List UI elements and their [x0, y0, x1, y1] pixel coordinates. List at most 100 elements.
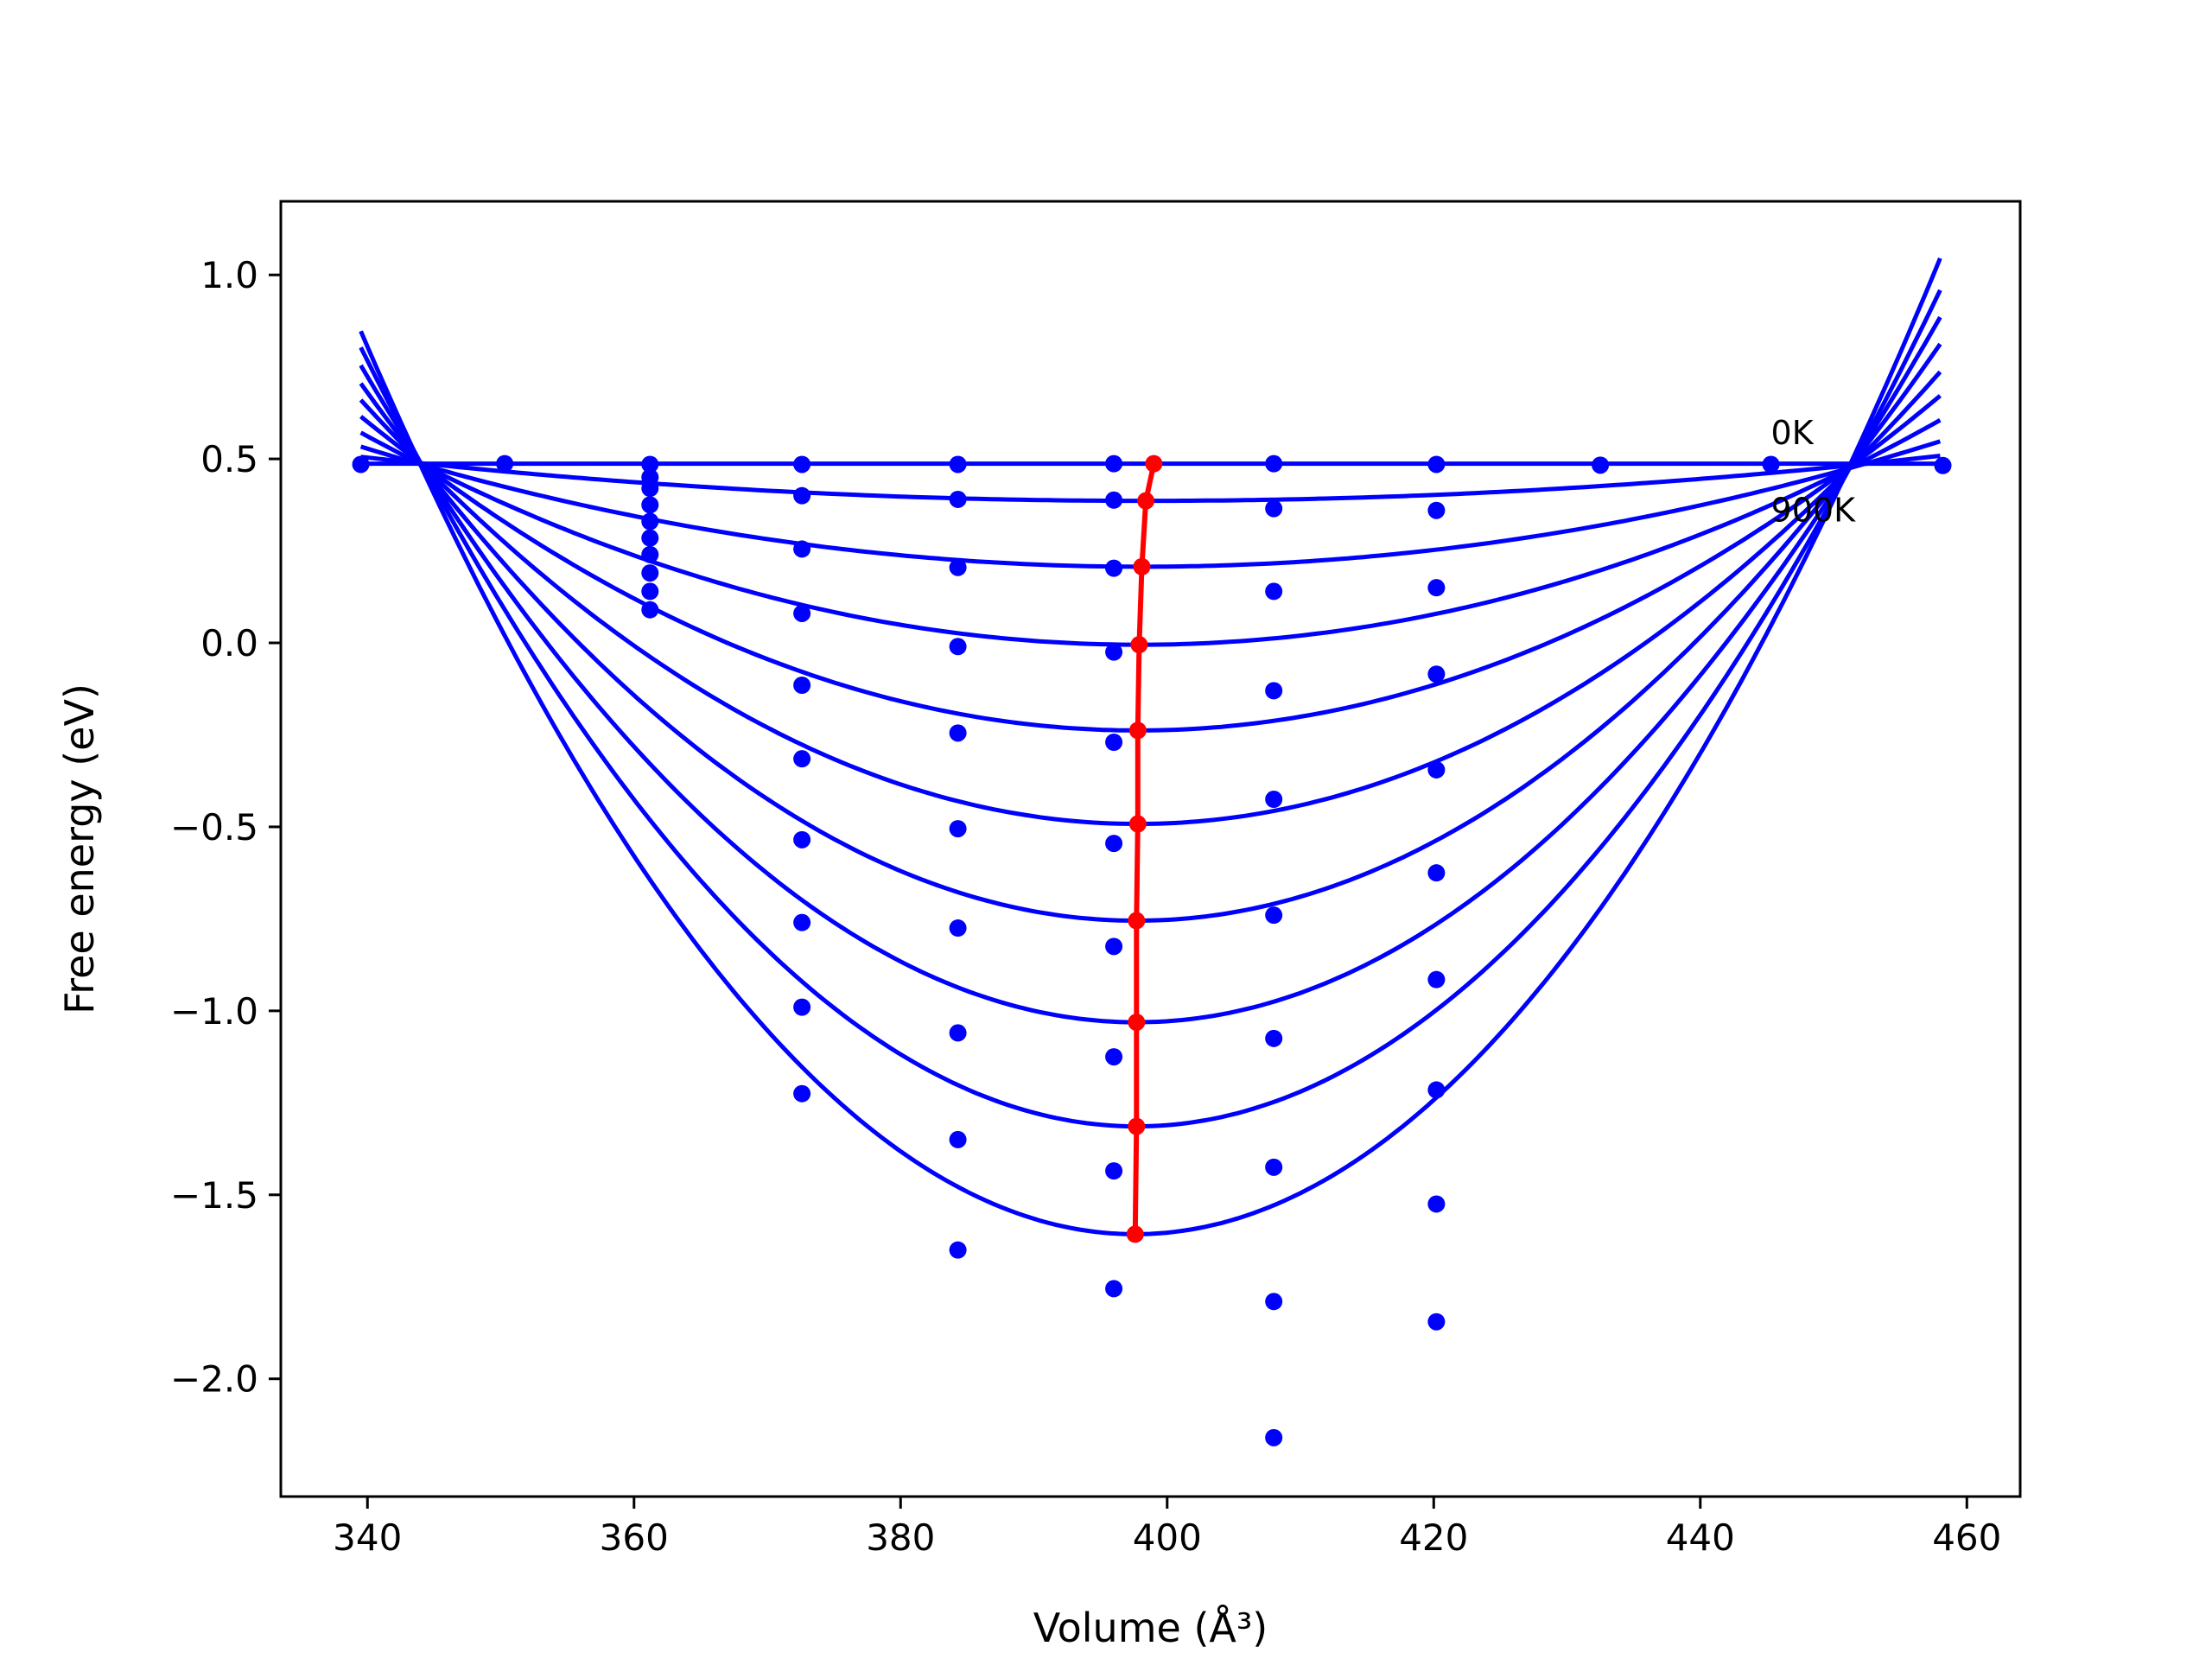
data-point [1265, 1293, 1283, 1311]
x-tick-label: 420 [1399, 1516, 1468, 1559]
x-tick-label: 440 [1666, 1516, 1735, 1559]
axis-ticks: 340 360 380 400 420 440 460 1.0 0.5 0.0 −0.5 −1.0 −1… [170, 254, 2001, 1559]
data-point [949, 1241, 967, 1259]
minimum-path-point [1130, 636, 1148, 654]
data-point [352, 455, 370, 474]
data-point [793, 830, 811, 849]
x-tick-label: 360 [600, 1516, 669, 1559]
fit-curve-400K [359, 394, 1942, 733]
y-tick-label: 1.0 [200, 254, 258, 296]
plot-area [352, 257, 1952, 1446]
minimum-path-point [1128, 1117, 1146, 1135]
data-point [1105, 559, 1123, 577]
data-point [949, 1130, 967, 1148]
minimum-path-point [1128, 1014, 1146, 1032]
data-point [793, 676, 811, 694]
data-point [793, 750, 811, 768]
minimum-path-point [1137, 492, 1155, 510]
x-tick-label: 460 [1932, 1516, 2001, 1559]
data-point [1427, 760, 1446, 779]
data-point [949, 820, 967, 838]
minimum-path-line [1132, 462, 1157, 1235]
data-point [641, 545, 659, 563]
data-point [793, 913, 811, 931]
data-point [496, 454, 514, 473]
y-tick-label: −1.0 [170, 990, 258, 1033]
axes-frame [279, 200, 2022, 1498]
data-point [1265, 906, 1283, 925]
data-point [1105, 454, 1123, 473]
data-point [793, 540, 811, 558]
data-point [949, 455, 967, 474]
minimum-path-point [1126, 1225, 1144, 1243]
fit-curve-600K [359, 342, 1942, 923]
x-tick-label: 340 [333, 1516, 402, 1559]
data-point [641, 601, 659, 619]
minimum-path-point [1133, 557, 1151, 575]
data-point [1105, 1162, 1123, 1180]
data-point [1105, 938, 1123, 956]
data-point [949, 490, 967, 508]
data-point [1427, 579, 1446, 597]
data-point [641, 564, 659, 582]
data-point [1105, 835, 1123, 853]
data-point [1427, 970, 1446, 988]
data-point [1427, 1195, 1446, 1213]
data-point [1265, 1428, 1283, 1446]
minimum-path-point [1145, 454, 1163, 473]
y-tick-label: −2.0 [170, 1358, 258, 1401]
data-point [1265, 682, 1283, 700]
data-point [641, 455, 659, 474]
fit-curve-300K [359, 418, 1942, 647]
data-point [641, 480, 659, 498]
annotations: 0K 900K [1771, 414, 1857, 529]
minimum-path-point [1128, 721, 1147, 740]
data-point [1762, 455, 1780, 474]
data-point [1427, 864, 1446, 882]
data-point [1265, 454, 1283, 473]
temperature-annotation: 0K [1771, 414, 1815, 452]
data-point [1427, 1081, 1446, 1099]
data-point [641, 582, 659, 601]
data-point [793, 455, 811, 474]
temperature-annotation: 900K [1771, 491, 1857, 529]
data-point [1265, 1029, 1283, 1047]
y-tick-label: 0.0 [200, 622, 258, 664]
data-point [1105, 734, 1123, 752]
data-point [949, 1024, 967, 1042]
data-point [1105, 643, 1123, 661]
fit-curve-700K [359, 315, 1942, 1025]
fit-curve-200K [359, 439, 1942, 569]
fit-curve-800K [359, 289, 1942, 1129]
data-point [793, 1084, 811, 1103]
fit-curve-900K [359, 257, 1942, 1236]
data-point [641, 512, 659, 531]
x-axis-label: Volume (Å³) [1033, 1605, 1268, 1651]
data-point [1265, 582, 1283, 601]
minimum-path-point [1128, 815, 1147, 833]
x-tick-label: 380 [866, 1516, 935, 1559]
data-point [949, 638, 967, 656]
x-tick-label: 400 [1133, 1516, 1202, 1559]
fit-curve-500K [359, 370, 1942, 826]
data-point [793, 486, 811, 505]
y-tick-label: 0.5 [200, 438, 258, 480]
data-point [949, 724, 967, 742]
y-tick-label: −0.5 [170, 806, 258, 849]
data-point [949, 919, 967, 938]
data-point [1427, 1313, 1446, 1331]
y-tick-label: −1.5 [170, 1174, 258, 1217]
data-point [1265, 791, 1283, 809]
data-point [641, 529, 659, 547]
data-point [1105, 491, 1123, 509]
data-point [1427, 665, 1446, 683]
data-point [1105, 1280, 1123, 1298]
minimum-path-point [1128, 912, 1146, 930]
data-point [1265, 1158, 1283, 1176]
data-point [1105, 1048, 1123, 1066]
y-axis-label: Free energy (eV) [56, 683, 103, 1014]
data-point [1592, 456, 1610, 474]
data-point [949, 558, 967, 576]
